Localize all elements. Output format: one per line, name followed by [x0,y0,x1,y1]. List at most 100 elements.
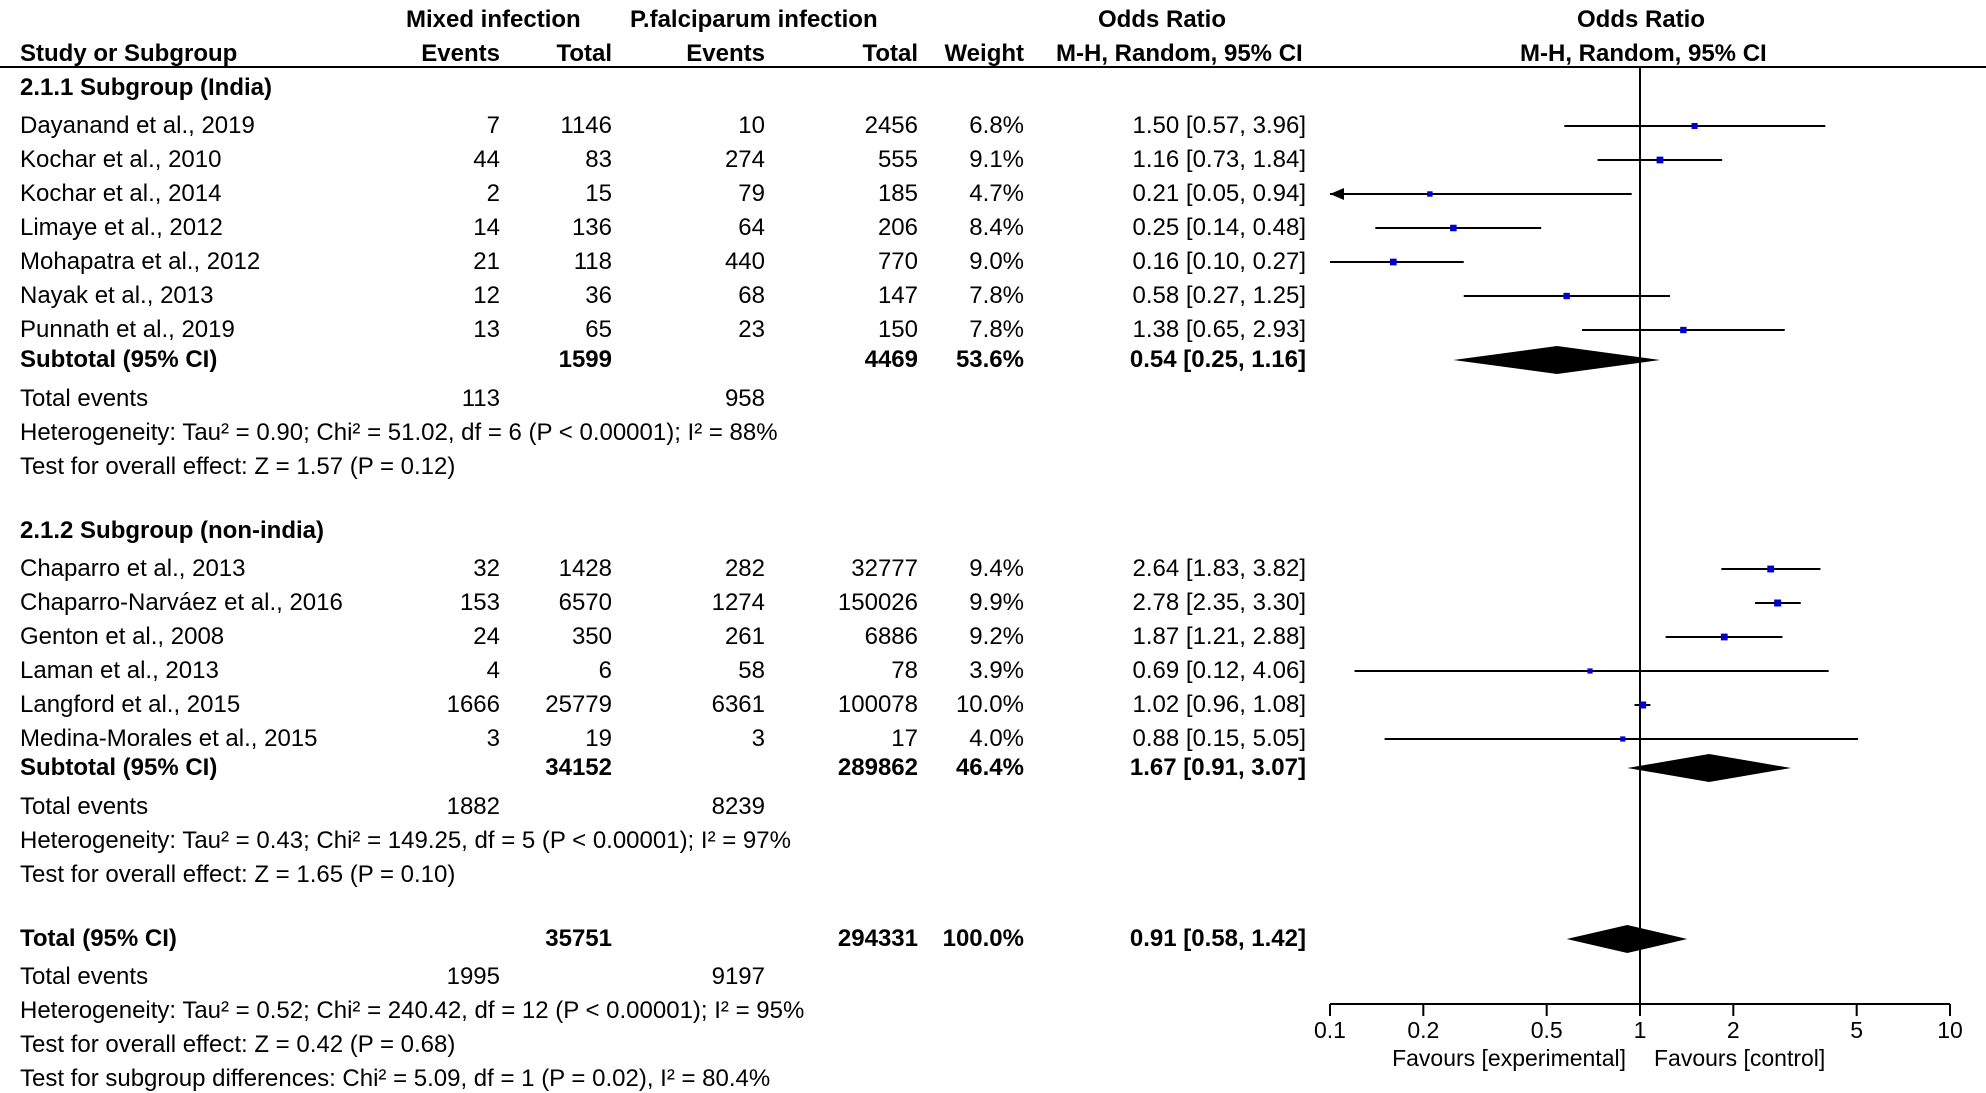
odds-ratio-ci: 0.88 [0.15, 5.05] [1132,725,1306,752]
header-odds-ratio-plot: Odds Ratio [1577,6,1706,33]
weight: 4.0% [969,725,1024,752]
header-total2: Total [862,40,918,67]
events2: 64 [738,214,765,241]
events1: 1666 [446,691,500,718]
study-name: Nayak et al., 2013 [20,282,214,309]
subgroup-title: 2.1.1 Subgroup (India) [20,74,273,101]
study-marker [1450,224,1457,232]
odds-ratio-ci: 2.64 [1.83, 3.82] [1132,555,1306,582]
odds-ratio-ci: 2.78 [2.35, 3.30] [1132,589,1306,616]
subtotal-weight: 46.4% [955,754,1024,781]
weight: 10.0% [955,691,1024,718]
total-total1: 35751 [545,925,612,952]
total-events1: 1882 [446,793,500,820]
x-tick-label: 1 [1634,1017,1647,1043]
study-marker [1767,565,1775,573]
study-name: Punnath et al., 2019 [20,316,235,343]
total1: 136 [571,214,612,241]
study-marker [1587,668,1593,674]
weight: 4.7% [969,180,1024,207]
study-marker [1774,599,1782,607]
total-events1: 113 [461,385,500,412]
study-name: Chaparro et al., 2013 [20,555,246,582]
total2: 555 [877,146,918,173]
study-name: Laman et al., 2013 [20,657,219,684]
weight: 7.8% [969,282,1024,309]
study-marker [1691,122,1698,130]
total2: 147 [877,282,918,309]
events1: 32 [473,555,500,582]
study-marker [1563,292,1570,300]
study-marker [1639,701,1647,709]
study-name: Limaye et al., 2012 [20,214,223,241]
total-total2: 294331 [837,925,918,952]
study-name: Dayanand et al., 2019 [20,112,255,139]
subtotal-total2: 4469 [864,346,918,373]
study-name: Mohapatra et al., 2012 [20,248,261,275]
total-events2: 9197 [711,963,765,990]
x-tick-label: 10 [1937,1017,1963,1043]
study-marker [1720,633,1728,641]
subtotal-total1: 34152 [545,754,612,781]
total2: 185 [877,180,918,207]
header-events1: Events [421,40,500,67]
total1: 65 [585,316,612,343]
total1: 25779 [545,691,612,718]
total1: 6570 [558,589,612,616]
ci-arrow-left [1330,188,1344,200]
favours-left-label: Favours [experimental] [1392,1045,1626,1071]
study-name: Chaparro-Narváez et al., 2016 [20,589,343,616]
total1: 350 [571,623,612,650]
subtotal-ci: 1.67 [0.91, 3.07] [1129,754,1306,781]
total-events1: 1995 [446,963,500,990]
overall-effect-text: Test for overall effect: Z = 1.57 (P = 0… [20,453,456,480]
weight: 6.8% [969,112,1024,139]
events2: 10 [738,112,765,139]
weight: 9.9% [969,589,1024,616]
total1: 118 [573,248,612,275]
events2: 6361 [711,691,765,718]
subgroup-title: 2.1.2 Subgroup (non-india) [20,517,324,544]
header-total1: Total [556,40,612,67]
total2: 770 [877,248,918,275]
odds-ratio-ci: 1.02 [0.96, 1.08] [1132,691,1306,718]
pooled-diamond [1627,754,1792,782]
events2: 3 [751,725,765,752]
x-tick-label: 5 [1850,1017,1863,1043]
favours-right-label: Favours [control] [1654,1045,1825,1071]
events1: 14 [473,214,500,241]
study-marker [1656,156,1664,164]
study-marker [1680,326,1687,334]
study-marker [1427,191,1433,197]
total-events-label: Total events [20,385,149,412]
subtotal-ci: 0.54 [0.25, 1.16] [1129,346,1306,373]
total2: 17 [891,725,918,752]
events1: 44 [473,146,500,173]
total-ci: 0.91 [0.58, 1.42] [1129,925,1306,952]
total2: 2456 [864,112,918,139]
weight: 9.0% [969,248,1024,275]
weight: 9.4% [969,555,1024,582]
weight: 7.8% [969,316,1024,343]
events2: 68 [738,282,765,309]
study-marker [1389,258,1397,266]
odds-ratio-ci: 0.16 [0.10, 0.27] [1132,248,1306,275]
events2: 23 [738,316,765,343]
events1: 12 [473,282,500,309]
total1: 19 [585,725,612,752]
overall-effect-text: Test for overall effect: Z = 1.65 (P = 0… [20,861,456,888]
events2: 440 [724,248,765,275]
total2: 32777 [851,555,918,582]
total1: 1146 [560,112,612,139]
events2: 58 [738,657,765,684]
total1: 6 [598,657,612,684]
header-weight: Weight [944,40,1024,67]
subtotal-label: Subtotal (95% CI) [20,346,218,373]
total1: 1428 [558,555,612,582]
header-method: M-H, Random, 95% CI [1056,40,1303,67]
events2: 79 [738,180,765,207]
events1: 4 [486,657,500,684]
header-events2: Events [686,40,765,67]
subtotal-weight: 53.6% [955,346,1024,373]
total2: 6886 [864,623,918,650]
